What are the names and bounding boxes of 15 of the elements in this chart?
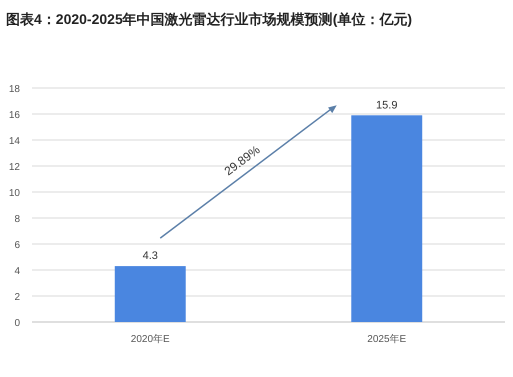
y-tick-label: 4 <box>14 266 20 277</box>
y-tick-label: 14 <box>8 136 20 147</box>
data-label: 4.3 <box>142 250 158 262</box>
y-tick-label: 10 <box>8 188 20 199</box>
y-tick-label: 2 <box>14 292 20 303</box>
y-tick-label: 0 <box>14 318 20 329</box>
y-tick-label: 18 <box>8 84 20 95</box>
y-tick-label: 16 <box>8 110 20 121</box>
x-tick-label: 2025年E <box>367 333 407 345</box>
y-tick-label: 8 <box>14 214 20 225</box>
y-tick-label: 12 <box>8 162 20 173</box>
y-tick-label: 6 <box>14 240 20 251</box>
x-tick-label: 2020年E <box>130 333 170 345</box>
chart-title: 图表4：2020-2025年中国激光雷达行业市场规模预测(单位：亿元) <box>6 11 412 27</box>
data-label: 15.9 <box>376 99 398 112</box>
